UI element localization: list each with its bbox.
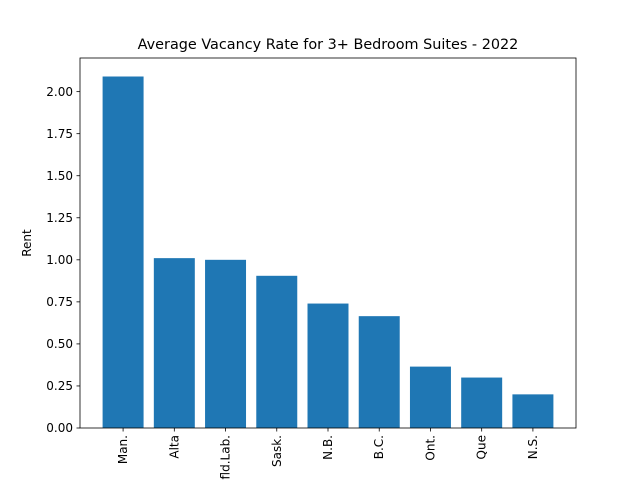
x-tick-label: Alta <box>167 435 181 459</box>
x-tick-label: Sask. <box>270 435 284 467</box>
y-tick-label: 0.25 <box>46 379 73 393</box>
x-tick-label: N.B. <box>321 435 335 460</box>
x-tick-label: Ont. <box>423 435 437 461</box>
y-tick-label: 2.00 <box>46 85 73 99</box>
y-tick-label: 1.25 <box>46 211 73 225</box>
bars-group <box>102 76 554 428</box>
x-tick-label: Man. <box>116 435 130 464</box>
bar-ont <box>409 366 451 428</box>
bar-man <box>102 76 144 428</box>
bar-n-b <box>307 303 349 428</box>
y-tick-label: 1.00 <box>46 253 73 267</box>
plot-area-frame <box>79 57 577 429</box>
bar-nfld-lab <box>205 259 247 428</box>
y-tick-label: 1.50 <box>46 169 73 183</box>
y-axis-label: Rent <box>20 229 34 257</box>
bar-que <box>461 377 503 428</box>
x-tick-label: N.S. <box>526 435 540 459</box>
x-axis-ticks: Man. Alta Nfld.Lab. Sask. N.B. B.C. Ont. Que N.S… <box>116 428 540 480</box>
y-axis-ticks: 0.00 0.25 0.50 0.75 1.00 1.25 1.50 1.75 2.00 <box>46 85 80 435</box>
x-tick-label: Que <box>475 435 489 459</box>
y-tick-label: 1.75 <box>46 127 73 141</box>
chart-title: Average Vacancy Rate for 3+ Bedroom Suit… <box>138 37 519 53</box>
y-tick-label: 0.75 <box>46 295 73 309</box>
y-tick-label: 0.50 <box>46 337 73 351</box>
bar-b-c <box>358 316 400 428</box>
bar-alta <box>153 258 195 428</box>
bar-sask <box>256 275 298 428</box>
x-tick-label: Nfld.Lab. <box>219 435 233 480</box>
x-tick-label: B.C. <box>372 435 386 459</box>
y-tick-label: 0.00 <box>46 421 73 435</box>
bar-n-s <box>512 394 554 428</box>
